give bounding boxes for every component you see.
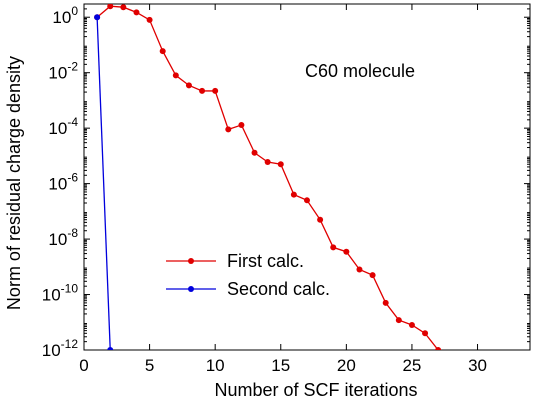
data-point	[251, 149, 258, 156]
series-layer	[94, 4, 454, 361]
series-1	[94, 4, 454, 361]
data-point	[435, 347, 442, 350]
data-point	[317, 216, 324, 223]
legend: First calc. Second calc.	[166, 251, 330, 299]
data-point	[225, 126, 232, 133]
data-point	[369, 272, 376, 279]
y-tick-label: 10-12	[42, 337, 79, 360]
data-point	[408, 321, 415, 328]
y-tick-label: 10-10	[42, 282, 79, 305]
x-tick-label: 10	[206, 356, 225, 375]
data-point	[199, 87, 206, 94]
data-point	[107, 347, 114, 350]
data-point	[159, 48, 166, 55]
data-point	[94, 14, 101, 21]
legend-label: Second calc.	[227, 279, 330, 299]
data-point	[264, 159, 271, 166]
data-point	[395, 317, 402, 324]
data-point	[356, 266, 363, 273]
y-tick-label: 10-4	[48, 115, 78, 138]
y-axis-ticks: 100 10-2 10-4 10-6 10-8 10-10 10-12	[42, 3, 530, 360]
x-axis-ticks: 0 5 10 15 20 25 30	[79, 4, 487, 375]
y-tick-label: 100	[52, 4, 78, 27]
data-point	[133, 9, 140, 16]
data-point	[290, 191, 297, 198]
y-tick-label: 10-6	[48, 171, 78, 194]
data-point	[185, 82, 192, 89]
x-tick-label: 5	[145, 356, 154, 375]
data-point	[448, 355, 454, 361]
series-line	[96, 5, 440, 350]
x-tick-label: 25	[402, 356, 421, 375]
data-point	[382, 299, 389, 306]
data-point	[277, 161, 284, 168]
data-point	[146, 16, 153, 23]
x-tick-label: 30	[468, 356, 487, 375]
data-point	[238, 121, 245, 128]
data-point	[422, 330, 429, 337]
x-tick-label: 0	[79, 356, 88, 375]
data-point	[330, 244, 337, 251]
data-point	[212, 87, 219, 94]
y-tick-label: 10-8	[48, 226, 78, 249]
data-point	[172, 72, 179, 79]
plot-frame	[83, 3, 531, 351]
x-axis-label: Number of SCF iterations	[214, 380, 417, 400]
x-tick-label: 20	[337, 356, 356, 375]
y-axis-label: Norm of residual charge density	[4, 56, 24, 310]
series-2	[94, 14, 114, 350]
axes-frame	[83, 3, 531, 351]
data-point	[343, 248, 350, 255]
data-point	[120, 4, 127, 11]
legend-label: First calc.	[227, 251, 304, 271]
data-point	[107, 4, 114, 10]
y-tick-label: 10-2	[48, 60, 78, 83]
legend-marker	[188, 258, 194, 264]
data-point	[304, 197, 310, 204]
legend-marker	[188, 286, 194, 292]
series-line	[96, 17, 111, 350]
chart-annotation: C60 molecule	[305, 61, 415, 81]
x-tick-label: 15	[271, 356, 290, 375]
